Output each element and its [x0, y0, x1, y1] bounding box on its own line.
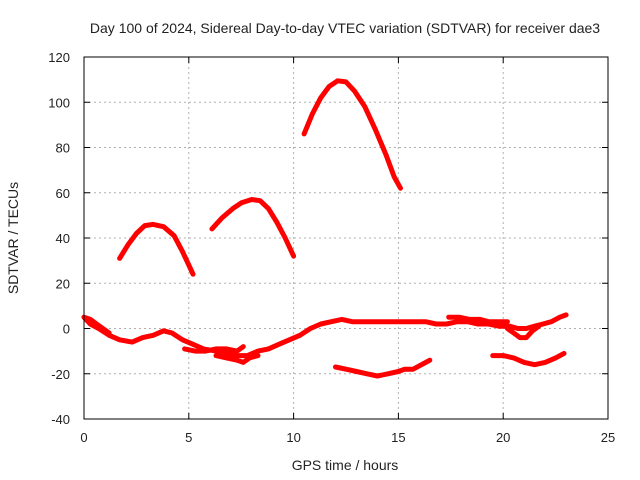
series-branch-d	[446, 314, 510, 325]
data-series	[81, 78, 569, 379]
y-tick-label: 60	[56, 186, 70, 201]
y-tick-label: 100	[48, 95, 70, 110]
y-tick-label: -20	[51, 367, 70, 382]
series-arc-2	[209, 197, 297, 259]
x-tick-label: 0	[80, 430, 87, 445]
y-tick-label: 40	[56, 231, 70, 246]
series-arc-1	[117, 221, 196, 277]
axis-ticks: 0 5 10 15 20 25 -40 -20 0 20 40 60 80 100 120	[48, 50, 615, 445]
y-tick-label: 20	[56, 276, 70, 291]
x-tick-label: 5	[185, 430, 192, 445]
y-tick-label: 120	[48, 50, 70, 65]
series-arc-3	[301, 78, 403, 191]
series-low-arc-1	[333, 357, 433, 379]
y-tick-label: 80	[56, 141, 70, 156]
x-tick-label: 25	[601, 430, 615, 445]
series-branch-b	[182, 344, 246, 354]
x-tick-label: 15	[391, 430, 405, 445]
x-tick-label: 20	[496, 430, 510, 445]
y-tick-label: -40	[51, 412, 70, 427]
series-main-trace	[81, 312, 569, 359]
chart-title: Day 100 of 2024, Sidereal Day-to-day VTE…	[90, 20, 600, 36]
series-branch-a	[81, 314, 112, 336]
x-axis-label: GPS time / hours	[292, 457, 399, 473]
series-low-arc-2	[490, 350, 567, 368]
y-tick-label: 0	[63, 322, 70, 337]
series-branch-c	[213, 353, 261, 365]
x-tick-label: 10	[286, 430, 300, 445]
y-axis-label: SDTVAR / TECUs	[5, 182, 21, 294]
series-branch-e	[504, 323, 542, 341]
